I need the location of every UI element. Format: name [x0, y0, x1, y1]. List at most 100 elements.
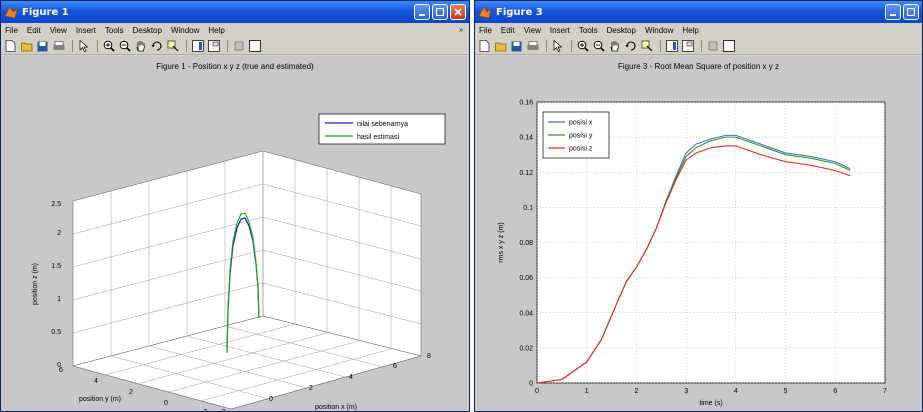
rotate-icon — [625, 41, 636, 51]
matlab-icon — [4, 6, 18, 19]
figure1-titlebar[interactable]: Figure 1 — [1, 1, 469, 23]
new-figure-button[interactable] — [478, 40, 491, 53]
maximize-button[interactable] — [903, 4, 919, 20]
y-axis-label: rms x y z (m) — [498, 222, 505, 262]
colorbar-button[interactable] — [665, 40, 678, 53]
pointer-arrow-icon — [79, 40, 88, 52]
figure3-title: Figure 3 — [496, 6, 543, 18]
x-axis: -2 0 2 4 6 8 position x (m) — [219, 353, 431, 411]
hand-icon — [136, 41, 145, 52]
menu-edit[interactable]: Edit — [500, 26, 515, 35]
z-tick-label: 0 — [57, 362, 61, 369]
figure1-3d-axes[interactable]: 0 0.5 1 1.5 2 2.5 position z (m) 6 4 2 0… — [1, 56, 469, 411]
zoom-in-icon — [577, 40, 589, 52]
close-icon — [454, 8, 462, 16]
menu-window[interactable]: Window — [644, 26, 674, 35]
matlab-icon — [478, 6, 492, 19]
figure3-window[interactable]: Figure 3 File Edit View Insert Tools Des… — [474, 0, 923, 412]
data-cursor-button[interactable] — [640, 40, 653, 53]
menu-view[interactable]: View — [523, 26, 541, 35]
series-line-hasil-estimasi — [226, 212, 260, 354]
pan-button[interactable] — [608, 40, 621, 53]
y-tick-label: 0.12 — [519, 170, 533, 177]
save-icon — [511, 41, 522, 51]
toolbar-separator — [571, 40, 572, 52]
legend-entry-posisi-x: posisi x — [569, 120, 593, 127]
hide-tools-button[interactable] — [706, 40, 719, 53]
colorbar-button[interactable] — [191, 40, 204, 53]
x-tick-label: -2 — [219, 409, 225, 411]
x-tick-label: 4 — [734, 388, 738, 395]
menu-tools[interactable]: Tools — [578, 26, 598, 35]
menu-help[interactable]: Help — [682, 26, 699, 35]
toolbar-separator — [72, 40, 73, 52]
figure1-title: Figure 1 — [22, 6, 69, 18]
minimize-button[interactable] — [414, 4, 430, 20]
x-tick-label: 0 — [535, 388, 539, 395]
open-file-button[interactable] — [20, 40, 33, 53]
figure3-plot-area: Figure 3 - Root Mean Square of position … — [475, 56, 922, 411]
zoom-out-button[interactable] — [118, 40, 131, 53]
x-tick-label: 8 — [427, 353, 431, 360]
figure1-toolbar — [1, 38, 469, 55]
menu-tools[interactable]: Tools — [104, 26, 124, 35]
rotate-3d-button[interactable] — [624, 40, 637, 53]
figure1-legend[interactable]: nilai sebenarnya hasil estimasi — [318, 113, 446, 145]
show-tools-button[interactable] — [248, 40, 261, 53]
panel-small-icon — [708, 41, 717, 51]
z-tick-label: 2 — [57, 230, 61, 237]
z-axis-label: position z (m) — [32, 263, 39, 305]
menu-desktop[interactable]: Desktop — [132, 26, 162, 35]
zoom-out-icon — [593, 40, 605, 52]
edit-plot-button[interactable] — [551, 40, 564, 53]
print-button[interactable] — [526, 40, 539, 53]
x-tick-label: 3 — [684, 388, 688, 395]
data-cursor-button[interactable] — [166, 40, 179, 53]
hide-tools-button[interactable] — [232, 40, 245, 53]
figure3-rms-chart[interactable]: 0 1 2 3 4 5 6 7 0 0.02 0.04 0.06 0.08 0.1 0.12 0.14 0.16… — [475, 56, 922, 411]
open-file-button[interactable] — [494, 40, 507, 53]
legend-button[interactable] — [681, 40, 694, 53]
x-tick-label: 6 — [393, 363, 397, 370]
toolbar-separator — [97, 40, 98, 52]
y-tick-label: -3 — [201, 409, 207, 411]
menu-file[interactable]: File — [5, 26, 18, 35]
menu-file[interactable]: File — [479, 26, 492, 35]
toolbar-separator — [227, 40, 228, 52]
rotate-3d-button[interactable] — [150, 40, 163, 53]
save-button[interactable] — [36, 40, 49, 53]
edit-plot-button[interactable] — [77, 40, 90, 53]
legend-button[interactable] — [207, 40, 220, 53]
zoom-in-button[interactable] — [576, 40, 589, 53]
menu-insert[interactable]: Insert — [549, 26, 570, 35]
folder-icon — [494, 42, 506, 51]
close-button[interactable] — [450, 4, 466, 20]
y-tick-label: 0.16 — [519, 100, 533, 107]
maximize-button[interactable] — [432, 4, 448, 20]
toolbar-separator — [546, 40, 547, 52]
zoom-out-icon — [119, 40, 131, 52]
minimize-button[interactable] — [885, 4, 901, 20]
menu-window[interactable]: Window — [170, 26, 200, 35]
menu-view[interactable]: View — [49, 26, 67, 35]
x-axis-label: position x (m) — [315, 404, 357, 411]
figure3-titlebar[interactable]: Figure 3 — [475, 1, 922, 23]
menu-desktop[interactable]: Desktop — [606, 26, 636, 35]
save-button[interactable] — [510, 40, 523, 53]
new-figure-button[interactable] — [4, 40, 17, 53]
z-tick-label: 1.5 — [51, 263, 61, 270]
show-tools-button[interactable] — [722, 40, 735, 53]
figure3-menubar: File Edit View Insert Tools Desktop Wind… — [475, 23, 922, 38]
y-tick-label: 2 — [129, 389, 133, 396]
menu-insert[interactable]: Insert — [75, 26, 96, 35]
menu-overflow[interactable]: » — [459, 27, 463, 34]
print-button[interactable] — [52, 40, 65, 53]
panel-icon — [722, 40, 735, 52]
menu-edit[interactable]: Edit — [26, 26, 41, 35]
figure1-window[interactable]: Figure 1 File Edit View Insert Tools Des… — [0, 0, 470, 412]
zoom-out-button[interactable] — [592, 40, 605, 53]
menu-help[interactable]: Help — [208, 26, 225, 35]
zoom-in-button[interactable] — [102, 40, 115, 53]
legend-entry-posisi-z: posisi z — [569, 146, 593, 153]
pan-button[interactable] — [134, 40, 147, 53]
